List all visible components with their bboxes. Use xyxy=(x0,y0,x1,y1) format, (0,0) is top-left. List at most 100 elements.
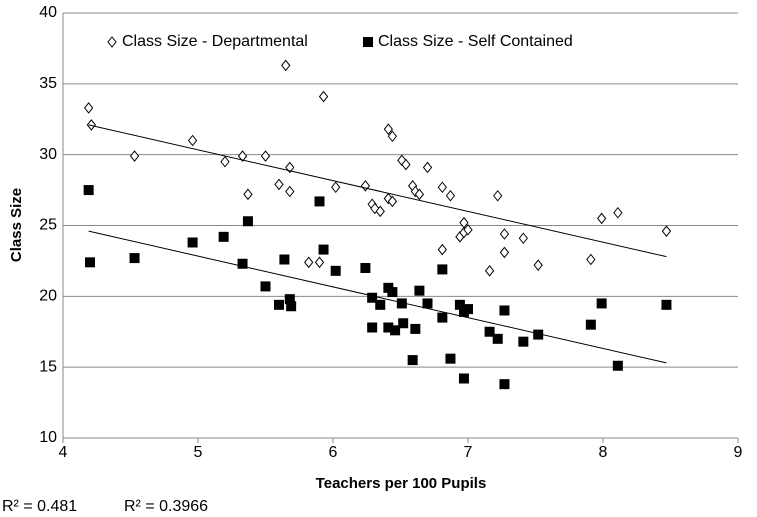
point xyxy=(286,301,297,312)
point xyxy=(401,158,411,171)
point xyxy=(484,265,495,277)
point xyxy=(360,263,371,273)
point xyxy=(445,189,456,202)
point xyxy=(518,336,529,347)
point xyxy=(422,298,433,309)
point xyxy=(463,304,473,315)
point xyxy=(586,253,596,266)
point xyxy=(281,59,291,72)
point xyxy=(367,292,378,303)
point xyxy=(285,161,295,174)
point xyxy=(396,298,407,309)
point xyxy=(398,318,409,329)
point xyxy=(243,188,253,201)
point xyxy=(279,254,290,265)
point xyxy=(484,326,495,337)
point xyxy=(596,298,607,309)
x-axis-title: Teachers per 100 Pupils xyxy=(316,475,487,492)
y-tick-label: 40 xyxy=(39,4,57,21)
x-tick-label: 5 xyxy=(194,444,203,461)
point xyxy=(304,256,314,269)
annotation: R² = 0.481 xyxy=(2,498,77,515)
y-tick-label: 20 xyxy=(39,288,57,305)
point xyxy=(499,379,510,390)
point xyxy=(187,237,198,248)
y-tick-label: 35 xyxy=(39,75,57,92)
legend-label: Class Size - Self Contained xyxy=(378,33,573,50)
point xyxy=(85,257,95,268)
point xyxy=(86,119,96,131)
point xyxy=(375,205,385,218)
point xyxy=(422,161,433,174)
point xyxy=(360,180,371,192)
y-tick-label: 25 xyxy=(39,217,57,234)
x-tick-label: 8 xyxy=(599,444,608,461)
point xyxy=(218,231,229,242)
x-tick-label: 6 xyxy=(329,444,338,461)
point xyxy=(585,319,596,330)
legend-marker xyxy=(107,36,117,48)
point xyxy=(330,265,341,276)
point xyxy=(661,299,672,310)
point xyxy=(220,155,230,168)
point xyxy=(387,195,398,208)
point xyxy=(314,196,325,207)
point xyxy=(129,253,140,264)
legend-label: Class Size - Departmental xyxy=(122,33,308,50)
point xyxy=(533,329,544,340)
point xyxy=(387,130,398,143)
point xyxy=(533,259,543,271)
point xyxy=(463,223,473,236)
point xyxy=(318,244,329,255)
point xyxy=(437,243,447,256)
point xyxy=(331,181,341,194)
point xyxy=(499,305,510,316)
point xyxy=(260,281,271,292)
point xyxy=(274,178,284,191)
point xyxy=(437,181,447,194)
point xyxy=(318,90,329,103)
point xyxy=(597,212,607,225)
point xyxy=(284,294,295,305)
point xyxy=(445,353,456,364)
point xyxy=(383,322,394,333)
x-tick-label: 9 xyxy=(734,444,743,461)
point xyxy=(661,225,672,237)
point xyxy=(367,322,378,333)
point xyxy=(492,333,503,344)
trendline xyxy=(88,124,667,258)
trendline xyxy=(88,230,667,364)
point xyxy=(84,102,94,114)
y-tick-label: 30 xyxy=(39,146,57,163)
point xyxy=(187,134,198,147)
point xyxy=(242,216,253,227)
y-tick-label: 15 xyxy=(39,358,57,375)
point xyxy=(383,123,393,135)
point xyxy=(375,299,386,310)
legend-marker xyxy=(363,37,373,47)
point xyxy=(613,206,623,219)
point xyxy=(390,325,401,336)
point xyxy=(518,232,528,245)
point xyxy=(414,188,425,201)
point xyxy=(260,150,271,162)
point xyxy=(437,312,448,323)
point xyxy=(237,258,248,269)
annotation: R² = 0.3966 xyxy=(124,498,208,515)
point xyxy=(274,299,284,310)
point xyxy=(237,150,248,162)
point xyxy=(454,299,465,310)
point xyxy=(129,150,140,162)
point xyxy=(314,256,325,269)
y-tick-label: 10 xyxy=(39,429,57,446)
point xyxy=(458,373,469,384)
point xyxy=(410,323,421,334)
point xyxy=(83,185,94,196)
point xyxy=(493,189,503,202)
point xyxy=(414,285,425,296)
point xyxy=(285,185,295,198)
x-tick-label: 7 xyxy=(464,444,473,461)
point xyxy=(499,246,510,259)
point xyxy=(437,264,448,275)
